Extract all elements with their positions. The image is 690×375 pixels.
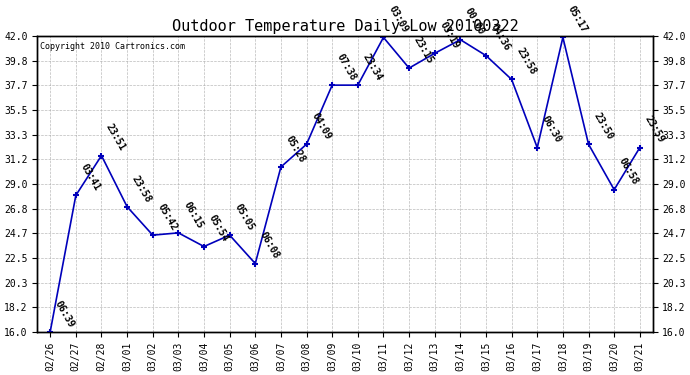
Text: 00:00: 00:00 <box>463 6 486 37</box>
Text: 23:34: 23:34 <box>361 52 384 82</box>
Text: 05:54: 05:54 <box>207 213 230 244</box>
Text: 04:09: 04:09 <box>309 111 333 141</box>
Text: 06:39: 06:39 <box>53 298 77 329</box>
Title: Outdoor Temperature Daily Low 20100322: Outdoor Temperature Daily Low 20100322 <box>172 19 518 34</box>
Text: 03:41: 03:41 <box>79 162 102 193</box>
Text: 04:36: 04:36 <box>489 22 512 53</box>
Text: 23:59: 23:59 <box>642 114 666 145</box>
Text: 05:42: 05:42 <box>155 202 179 232</box>
Text: 03:19: 03:19 <box>437 20 461 51</box>
Text: 06:15: 06:15 <box>181 200 204 230</box>
Text: Copyright 2010 Cartronics.com: Copyright 2010 Cartronics.com <box>41 42 186 51</box>
Text: 23:51: 23:51 <box>104 122 128 153</box>
Text: 05:28: 05:28 <box>284 134 307 164</box>
Text: 23:15: 23:15 <box>412 35 435 65</box>
Text: 07:38: 07:38 <box>335 52 358 82</box>
Text: 23:50: 23:50 <box>591 111 615 141</box>
Text: 05:17: 05:17 <box>566 4 589 34</box>
Text: 23:58: 23:58 <box>515 46 538 76</box>
Text: 06:30: 06:30 <box>540 114 563 145</box>
Text: 06:58: 06:58 <box>617 156 640 187</box>
Text: 05:05: 05:05 <box>233 202 256 232</box>
Text: 23:58: 23:58 <box>130 174 153 204</box>
Text: 06:08: 06:08 <box>258 230 282 261</box>
Text: 03:09: 03:09 <box>386 4 410 34</box>
